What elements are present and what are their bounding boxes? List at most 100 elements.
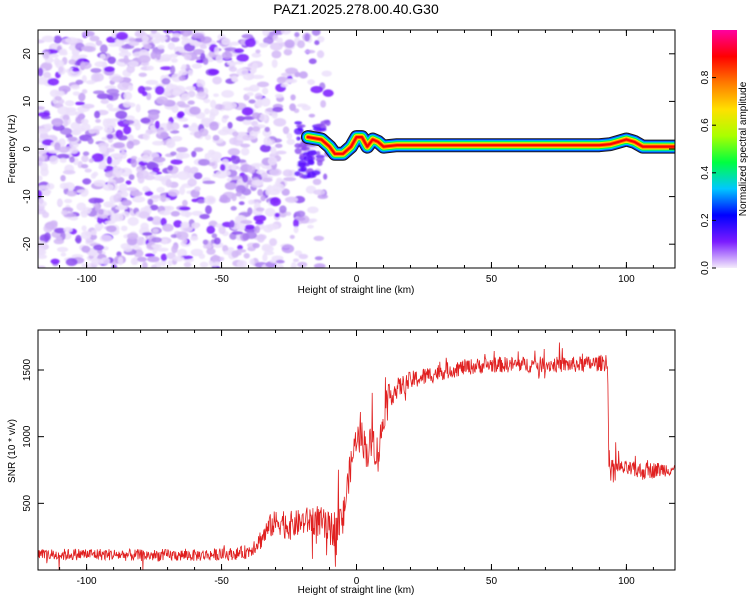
colorbar-tick-label: 0.2 xyxy=(700,213,711,227)
noise-blob xyxy=(57,106,71,115)
noise-blob xyxy=(81,30,95,37)
noise-blob xyxy=(310,85,323,94)
noise-blob xyxy=(206,225,216,234)
y-tick-label: 1500 xyxy=(22,358,33,381)
noise-blob xyxy=(191,122,198,128)
signal-ridge-layer xyxy=(306,136,675,155)
noise-blob xyxy=(101,136,108,141)
transition-blob xyxy=(316,151,321,156)
noise-blob xyxy=(316,50,325,59)
noise-blob xyxy=(61,209,68,216)
noise-blob xyxy=(64,100,75,107)
noise-blob xyxy=(82,151,90,156)
noise-blob xyxy=(87,251,100,256)
noise-blob xyxy=(222,115,230,119)
noise-blob xyxy=(141,154,151,163)
noise-blob xyxy=(99,53,106,60)
noise-blob xyxy=(260,97,271,107)
noise-blob xyxy=(110,153,124,158)
noise-blob xyxy=(167,260,173,267)
x-tick-label: -100 xyxy=(77,576,97,587)
noise-blob xyxy=(43,189,51,197)
transition-blob xyxy=(300,165,307,173)
noise-blob xyxy=(204,152,211,161)
noise-blob xyxy=(235,116,245,122)
noise-blob xyxy=(271,59,278,68)
noise-blob xyxy=(136,238,144,246)
spectrogram-x-ticks: -100 -50 0 50 100 xyxy=(59,30,654,285)
noise-blob xyxy=(160,54,172,62)
noise-blob xyxy=(63,227,73,233)
noise-blob xyxy=(89,35,100,42)
noise-blob xyxy=(178,75,186,81)
noise-blob xyxy=(196,199,206,204)
noise-blob xyxy=(241,34,254,39)
noise-blob xyxy=(38,208,47,215)
noise-blob xyxy=(276,76,286,84)
noise-blob xyxy=(221,90,235,98)
noise-blob xyxy=(274,212,280,218)
noise-blob xyxy=(204,108,210,115)
transition-blob xyxy=(307,149,317,156)
noise-blob xyxy=(147,256,160,263)
noise-blob xyxy=(280,30,292,35)
noise-blob xyxy=(78,54,88,59)
noise-blob xyxy=(125,180,132,185)
noise-blob xyxy=(132,196,146,203)
x-tick-label: 100 xyxy=(618,576,635,587)
noise-blob xyxy=(176,231,189,240)
noise-blob xyxy=(115,110,128,120)
noise-blob xyxy=(259,43,268,48)
noise-blob xyxy=(237,244,243,250)
spectrogram-y-ticks: -20 -10 0 10 20 xyxy=(22,48,675,252)
noise-blob xyxy=(190,235,199,241)
y-tick-label: -20 xyxy=(22,237,33,252)
noise-blob xyxy=(87,137,94,145)
noise-blob xyxy=(263,250,275,256)
noise-blob xyxy=(165,179,172,188)
noise-blob xyxy=(156,247,169,252)
noise-blob xyxy=(151,264,157,268)
noise-blob xyxy=(81,225,87,232)
noise-blob xyxy=(204,134,212,141)
noise-blob xyxy=(59,157,67,163)
noise-blob xyxy=(41,35,55,43)
noise-blob xyxy=(209,99,217,109)
noise-blob xyxy=(146,216,154,222)
noise-blob xyxy=(114,213,124,222)
noise-blob xyxy=(82,178,92,185)
noise-blob xyxy=(119,167,133,177)
noise-blob xyxy=(202,239,209,245)
noise-blob xyxy=(285,211,292,216)
noise-blob xyxy=(62,114,70,121)
noise-blob xyxy=(298,253,309,260)
noise-blob xyxy=(38,198,44,205)
noise-blob xyxy=(234,48,245,54)
spectrogram-y-label: Frequency (Hz) xyxy=(7,115,18,184)
noise-blob xyxy=(151,215,162,225)
noise-blob xyxy=(251,179,264,186)
noise-blob xyxy=(43,71,52,79)
noise-blob xyxy=(272,183,285,192)
noise-blob xyxy=(236,53,249,62)
noise-blob xyxy=(80,230,92,240)
noise-blob xyxy=(142,149,152,156)
noise-blob xyxy=(221,51,233,60)
noise-blob xyxy=(212,76,222,85)
noise-blob xyxy=(227,148,241,156)
noise-blob xyxy=(289,103,296,112)
noise-blob xyxy=(80,45,94,52)
noise-blob xyxy=(193,172,203,180)
noise-blob xyxy=(38,254,48,259)
noise-blob xyxy=(40,167,49,177)
noise-blob xyxy=(262,30,270,37)
noise-blob xyxy=(173,85,186,95)
noise-blob xyxy=(80,61,92,70)
noise-blob xyxy=(146,65,155,71)
noise-blob xyxy=(90,68,102,73)
noise-blob xyxy=(240,143,251,148)
noise-blob xyxy=(242,115,255,121)
transition-blob xyxy=(302,144,307,150)
noise-blob xyxy=(273,117,287,127)
noise-blob xyxy=(38,175,43,182)
